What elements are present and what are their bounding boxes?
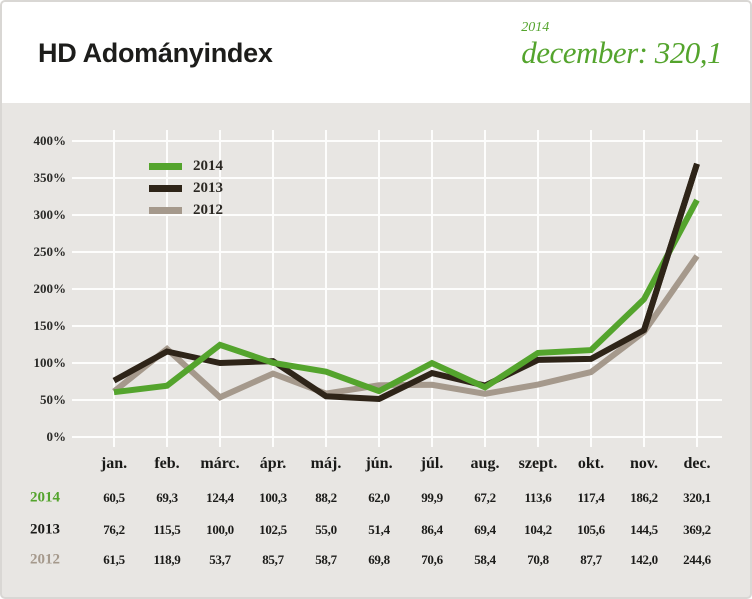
legend-label: 2014 xyxy=(193,157,223,174)
table-cell: 70,6 xyxy=(421,552,443,567)
table-cell: 369,2 xyxy=(683,522,711,537)
y-axis-tick-label: 150% xyxy=(33,318,67,333)
legend-swatch-icon xyxy=(149,184,182,192)
x-axis-month-label: dec. xyxy=(683,455,711,472)
table-cell: 115,5 xyxy=(153,522,181,537)
table-cell: 69,4 xyxy=(474,522,496,537)
table-cell: 88,2 xyxy=(315,490,337,505)
table-cell: 62,0 xyxy=(368,490,390,505)
x-axis-month-label: jan. xyxy=(100,455,128,472)
x-axis-month-label: márc. xyxy=(200,455,240,472)
table-cell: 100,0 xyxy=(206,522,234,537)
table-cell: 67,2 xyxy=(474,490,496,505)
series-line-2014 xyxy=(113,198,700,396)
y-axis-tick-label: 350% xyxy=(33,170,67,185)
legend-swatch-icon xyxy=(149,162,182,170)
table-cell: 70,8 xyxy=(527,552,549,567)
page-title: HD Adományindex xyxy=(38,38,273,68)
table-cell: 87,7 xyxy=(580,552,602,567)
table-cell: 104,2 xyxy=(524,522,552,537)
series-line-2012 xyxy=(112,254,700,401)
badge-year: 2014 xyxy=(521,20,550,35)
table-cell: 53,7 xyxy=(209,552,231,567)
y-axis-tick-label: 300% xyxy=(33,207,67,222)
table-cell: 61,5 xyxy=(103,552,125,567)
y-axis-tick-label: 400% xyxy=(33,133,67,148)
table-row-label-2012: 2012 xyxy=(30,551,60,568)
table-cell: 86,4 xyxy=(421,522,443,537)
x-axis-month-label: máj. xyxy=(310,455,342,472)
table-cell: 105,6 xyxy=(577,522,605,537)
legend-item-2013: 2013 xyxy=(149,177,223,199)
legend-label: 2013 xyxy=(193,179,223,196)
series-line-2013-dec-segment xyxy=(641,162,700,332)
table-cell: 100,3 xyxy=(259,490,287,505)
table-row-label-2013: 2013 xyxy=(30,521,60,538)
x-axis-month-label: nov. xyxy=(629,455,659,472)
table-cell: 99,9 xyxy=(421,490,443,505)
y-axis-tick-label: 200% xyxy=(33,281,67,296)
chart-legend: 2014 2013 2012 xyxy=(149,155,223,221)
table-cell: 117,4 xyxy=(577,490,605,505)
table-cell: 144,5 xyxy=(630,522,658,537)
table-cell: 55,0 xyxy=(315,522,337,537)
x-axis-month-label: szept. xyxy=(518,455,558,472)
table-cell: 320,1 xyxy=(683,490,711,505)
header-bar: HD Adományindex 2014 december: 320,1 xyxy=(2,2,750,103)
table-cell: 69,3 xyxy=(156,490,178,505)
table-cell: 58,7 xyxy=(315,552,337,567)
table-cell: 113,6 xyxy=(524,490,552,505)
y-axis-tick-label: 50% xyxy=(40,392,66,407)
table-cell: 58,4 xyxy=(474,552,496,567)
table-cell: 60,5 xyxy=(103,490,125,505)
x-axis-month-label: ápr. xyxy=(259,455,287,472)
x-axis-month-label: júl. xyxy=(420,455,444,472)
table-cell: 186,2 xyxy=(630,490,658,505)
current-value-badge: 2014 december: 320,1 xyxy=(521,20,722,69)
table-cell: 102,5 xyxy=(259,522,287,537)
y-axis-tick-label: 100% xyxy=(33,355,67,370)
x-axis-month-label: aug. xyxy=(470,455,500,472)
legend-label: 2012 xyxy=(193,201,223,218)
table-cell: 124,4 xyxy=(206,490,234,505)
badge-value: december: 320,1 xyxy=(521,35,722,70)
table-cell: 244,6 xyxy=(683,552,711,567)
legend-item-2014: 2014 xyxy=(149,155,223,177)
table-cell: 69,8 xyxy=(368,552,390,567)
legend-item-2012: 2012 xyxy=(149,199,223,221)
x-axis-month-label: okt. xyxy=(577,455,605,472)
table-cell: 85,7 xyxy=(262,552,284,567)
x-axis-month-label: feb. xyxy=(154,455,180,472)
table-cell: 142,0 xyxy=(630,552,658,567)
y-axis-tick-label: 0% xyxy=(46,429,67,444)
x-axis-month-label: jún. xyxy=(365,455,393,472)
table-row-label-2014: 2014 xyxy=(30,489,60,506)
y-axis-tick-label: 250% xyxy=(33,244,67,259)
table-cell: 51,4 xyxy=(368,522,390,537)
table-cell: 76,2 xyxy=(103,522,125,537)
table-cell: 118,9 xyxy=(153,552,181,567)
legend-swatch-icon xyxy=(149,206,182,214)
